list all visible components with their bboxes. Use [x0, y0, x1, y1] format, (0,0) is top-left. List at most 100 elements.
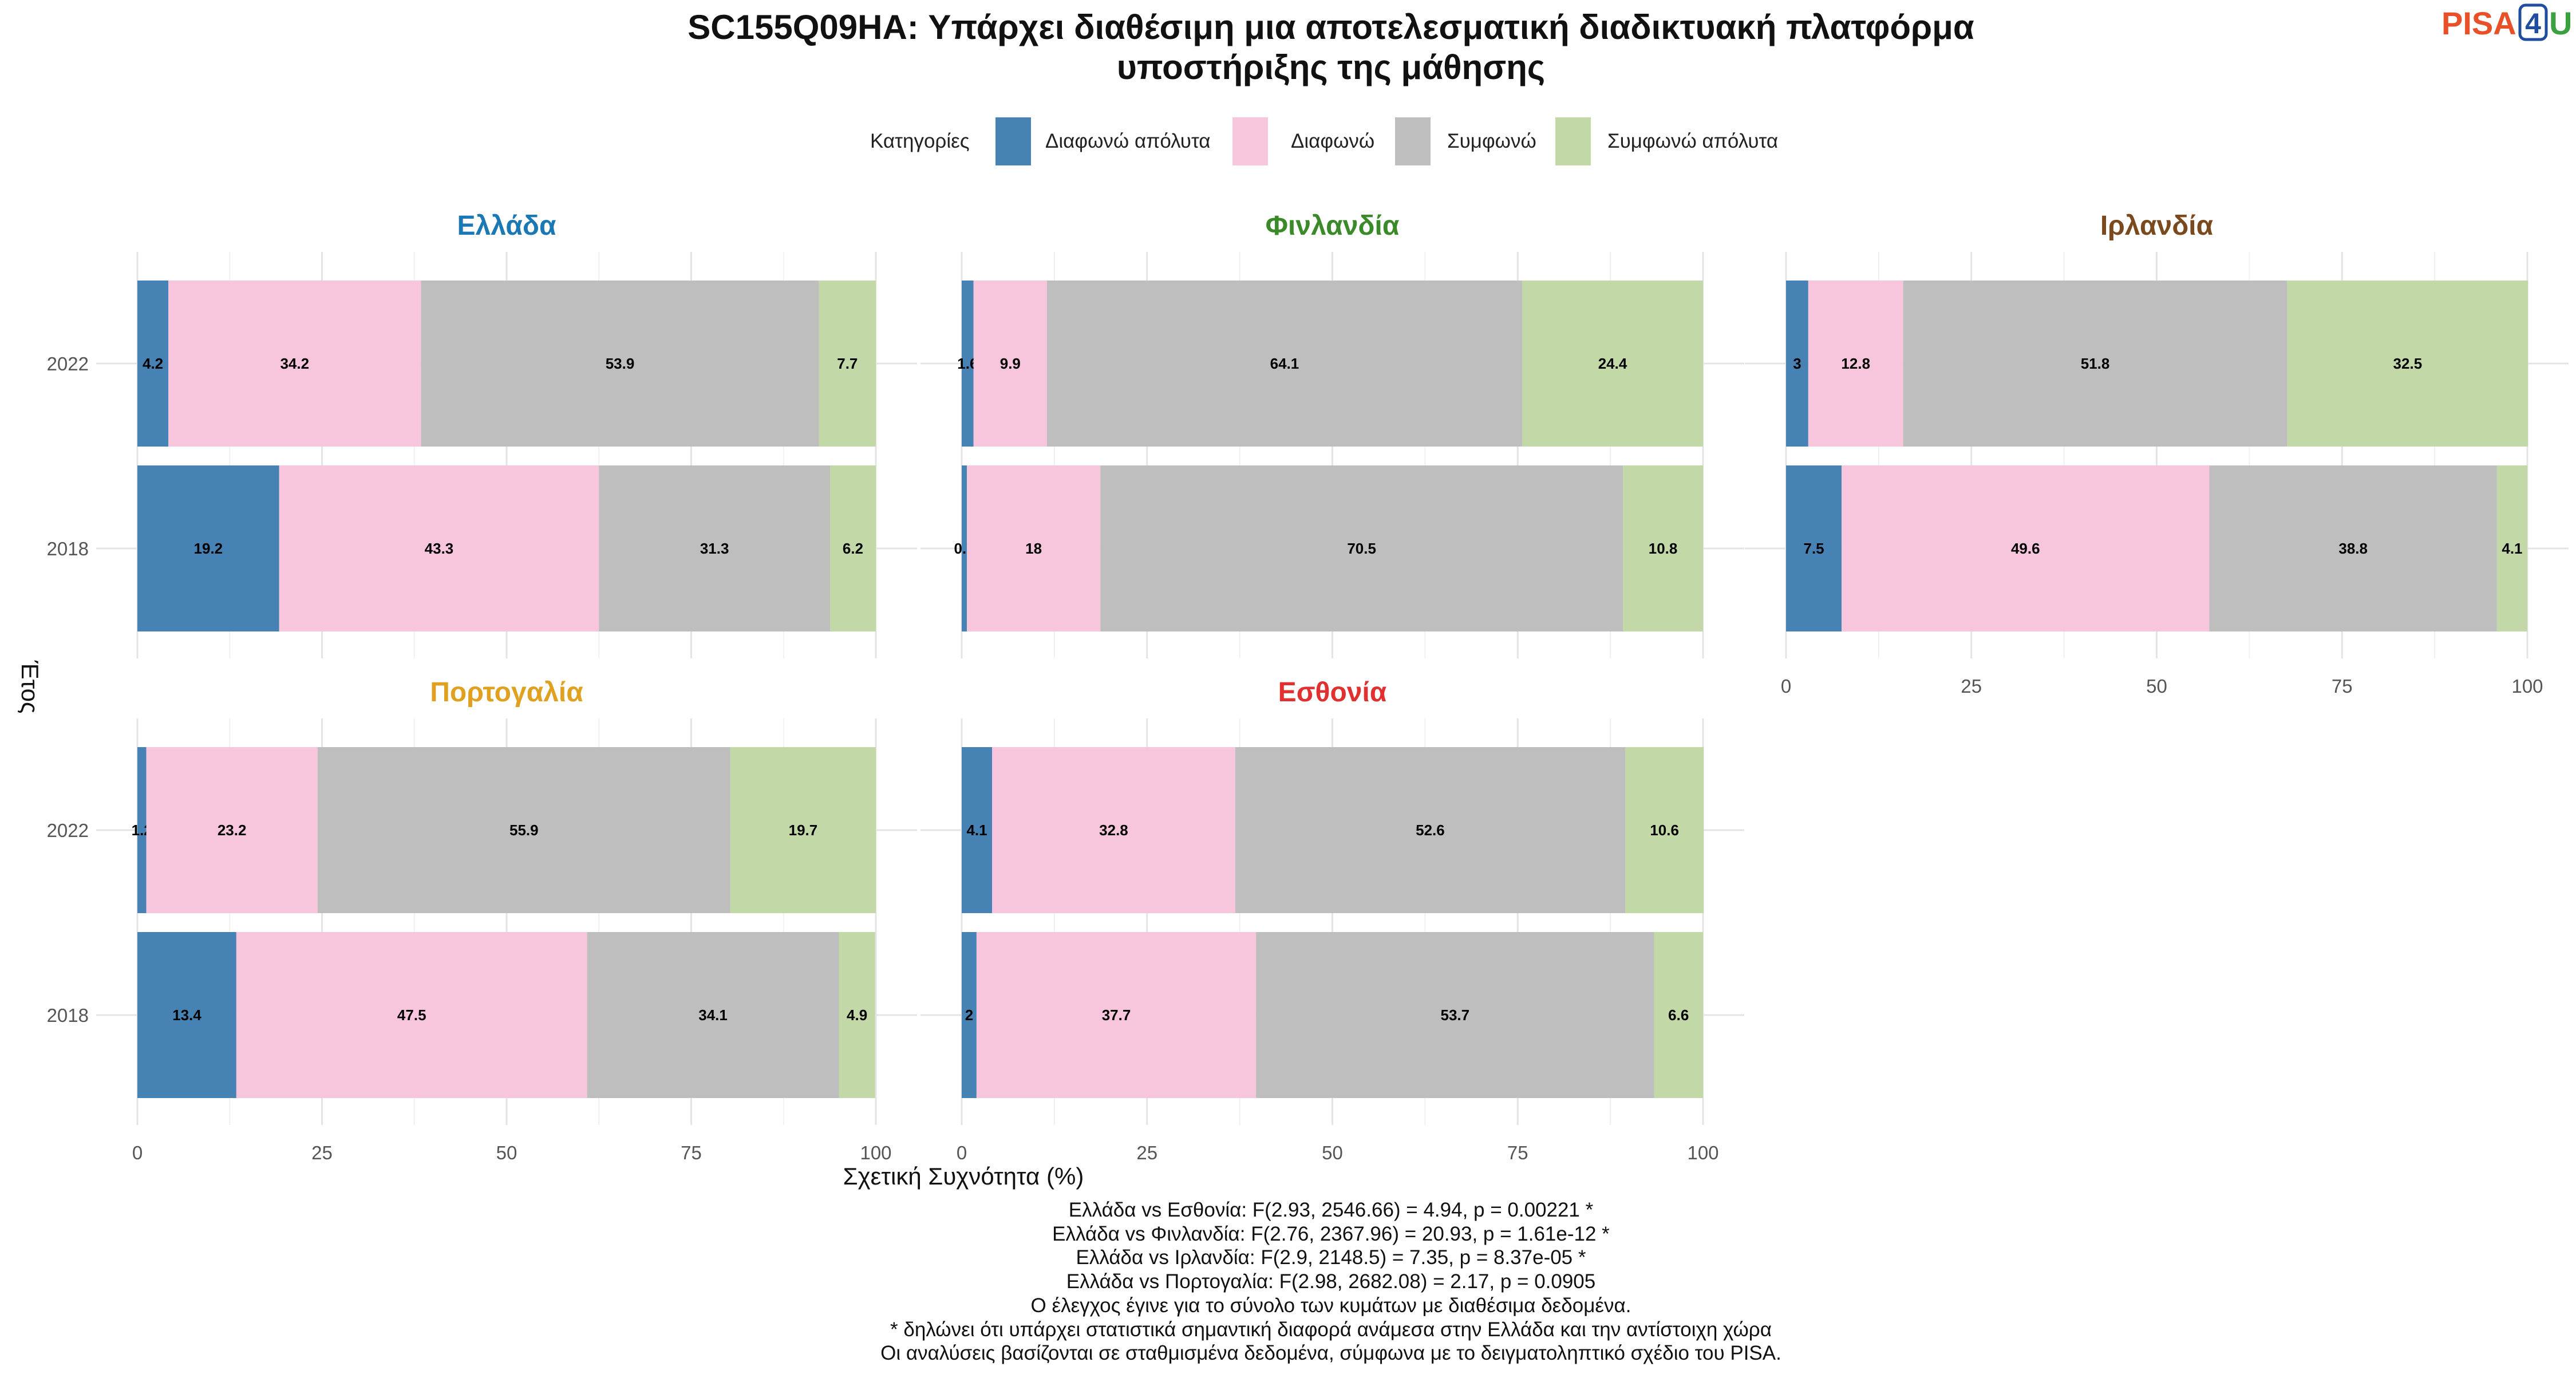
legend-label-strongly-agree: Συμφωνώ απόλυτα — [1607, 130, 1778, 152]
bar-segment — [587, 932, 839, 1098]
x-tick-label: 25 — [311, 1142, 333, 1163]
x-tick-label: 75 — [2332, 676, 2353, 697]
x-tick-label: 75 — [1507, 1142, 1528, 1163]
bar-segment — [2209, 465, 2497, 631]
bar-value-label: 6.6 — [1668, 1006, 1689, 1024]
bar-value-label: 31.3 — [700, 540, 729, 557]
bar-segment — [976, 932, 1257, 1098]
bar-segment — [137, 932, 236, 1098]
bar-value-label: 47.5 — [397, 1006, 426, 1024]
bar-value-label: 12.8 — [1841, 355, 1870, 372]
bar-segment — [967, 465, 1101, 631]
bar-segment — [137, 747, 147, 913]
bar-segment — [279, 465, 599, 631]
y-tick-label: 2022 — [47, 353, 89, 374]
bar-value-label: 4.9 — [847, 1006, 867, 1024]
panel-title: Πορτογαλία — [430, 677, 583, 708]
x-tick-label: 50 — [1322, 1142, 1343, 1163]
bar-segment — [1623, 465, 1703, 631]
bar-value-label: 23.2 — [218, 822, 247, 839]
bar-segment — [1654, 932, 1703, 1098]
bar-segment — [137, 281, 169, 447]
bar-segment — [1235, 747, 1626, 913]
bar-segment — [1625, 747, 1704, 913]
legend-swatch-agree — [1395, 117, 1431, 165]
bar-value-label: 53.9 — [606, 355, 635, 372]
bar-value-label: 49.6 — [2011, 540, 2040, 557]
y-axis-title: Έτος — [17, 660, 44, 714]
bar-value-label: 19.2 — [194, 540, 223, 557]
facet-panel: Ελλάδα 4.2 34.2 53.9 7.7 2022 19.2 43.3 31.3 6.2 2… — [47, 211, 917, 658]
logo-pisa-text: PISA — [2441, 5, 2516, 41]
bar-value-label: 4.2 — [143, 355, 163, 372]
bar-value-label: 2 — [965, 1006, 973, 1024]
footnote-line-6: * δηλώνει ότι υπάρχει στατιστικά σημαντι… — [890, 1318, 1772, 1341]
pisa4u-logo: PISA 4 U — [2441, 3, 2572, 41]
legend-label-agree: Συμφωνώ — [1447, 130, 1536, 152]
bar-value-label: 10.6 — [1650, 822, 1679, 839]
bar-value-label: 24.4 — [1598, 355, 1627, 372]
bar-value-label: 32.5 — [2393, 355, 2423, 372]
bar-value-label: 43.3 — [425, 540, 454, 557]
bar-segment — [1903, 281, 2287, 447]
bar-value-label: 32.8 — [1099, 822, 1128, 839]
bar-segment — [1786, 465, 1842, 631]
y-tick-label: 2018 — [47, 1005, 89, 1026]
legend: Κατηγορίες Διαφωνώ απόλυτα Διαφωνώ Συμφω… — [870, 117, 1778, 165]
bar-segment — [146, 747, 318, 913]
bar-segment — [962, 465, 967, 631]
bar-value-label: 18 — [1025, 540, 1042, 557]
y-tick-label: 2018 — [47, 538, 89, 559]
bar-segment — [317, 747, 730, 913]
bar-segment — [2287, 281, 2528, 447]
bar-segment — [599, 465, 831, 631]
x-axis-title: Σχετική Συχνότητα (%) — [843, 1163, 1084, 1190]
bar-segment — [1256, 932, 1654, 1098]
bar-segment — [962, 281, 974, 447]
bar-segment — [1046, 281, 1523, 447]
bar-segment — [421, 281, 819, 447]
bar-value-label: 51.8 — [2081, 355, 2110, 372]
footnote-line-3: Ελλάδα vs Ιρλανδία: F(2.9, 2148.5) = 7.3… — [1076, 1246, 1586, 1269]
footnotes: Ελλάδα vs Εσθονία: F(2.93, 2546.66) = 4.… — [880, 1199, 1781, 1364]
logo-four-text: 4 — [2525, 7, 2541, 40]
bar-value-label: 7.7 — [837, 355, 858, 372]
bar-value-label: 64.1 — [1270, 355, 1299, 372]
bar-value-label: 52.6 — [1416, 822, 1445, 839]
bar-segment — [830, 465, 876, 631]
x-tick-label: 25 — [1961, 676, 1982, 697]
logo-u-text: U — [2549, 5, 2572, 41]
bar-segment — [2496, 465, 2527, 631]
bar-value-label: 34.1 — [698, 1006, 728, 1024]
bar-segment — [1808, 281, 1903, 447]
bar-segment — [819, 281, 876, 447]
panel-title: Ιρλανδία — [2100, 211, 2214, 241]
bar-segment — [1842, 465, 2210, 631]
legend-swatch-strongly-disagree — [995, 117, 1031, 165]
bar-segment — [962, 747, 993, 913]
chart-title-line2: υποστήριξης της μάθησης — [1117, 48, 1545, 86]
bar-value-label: 6.2 — [843, 540, 863, 557]
logo-four-box — [2518, 3, 2548, 41]
x-tick-label: 50 — [496, 1142, 517, 1163]
x-tick-label: 0 — [1781, 676, 1791, 697]
bar-segment — [730, 747, 876, 913]
footnote-line-4: Ελλάδα vs Πορτογαλία: F(2.98, 2682.08) =… — [1066, 1270, 1596, 1293]
bar-segment — [962, 932, 977, 1098]
footnote-line-7: Οι αναλύσεις βασίζονται σε σταθμισμένα δ… — [880, 1342, 1781, 1364]
x-tick-label: 75 — [681, 1142, 702, 1163]
legend-label-strongly-disagree: Διαφωνώ απόλυτα — [1045, 130, 1211, 152]
bar-segment — [1100, 465, 1623, 631]
legend-label-disagree: Διαφωνώ — [1291, 130, 1374, 152]
footnote-line-2: Ελλάδα vs Φινλανδία: F(2.76, 2367.96) = … — [1052, 1223, 1610, 1245]
x-tick-label: 100 — [860, 1142, 891, 1163]
bar-value-label: 7.5 — [1803, 540, 1824, 557]
bar-value-label: 13.4 — [172, 1006, 202, 1024]
bar-value-label: 38.8 — [2338, 540, 2368, 557]
bar-segment — [992, 747, 1235, 913]
bar-value-label: 10.8 — [1649, 540, 1678, 557]
bar-segment — [1786, 281, 1808, 447]
x-tick-label: 25 — [1136, 1142, 1157, 1163]
